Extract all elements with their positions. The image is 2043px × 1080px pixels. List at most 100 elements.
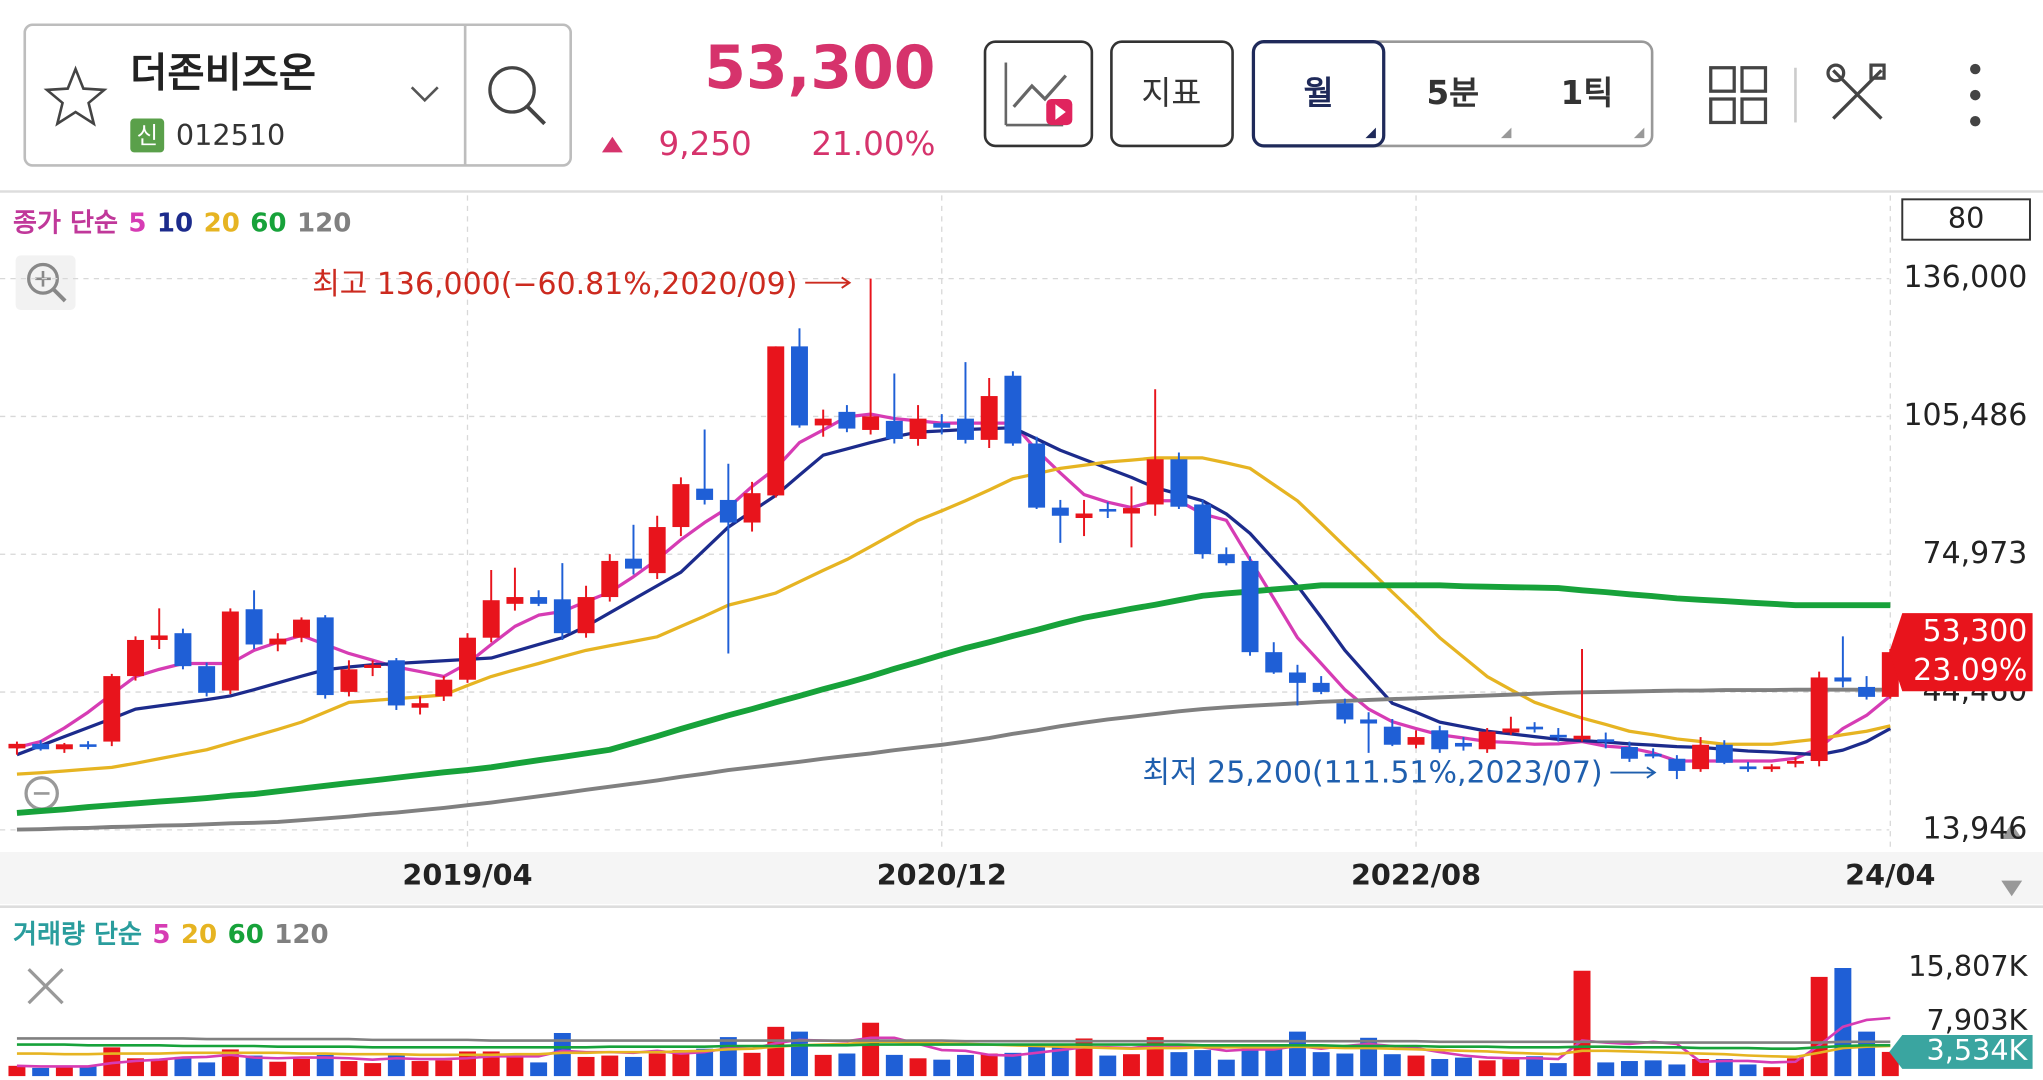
stock-selector[interactable]: 더존비즈온 신 012510 <box>23 23 572 167</box>
volume-bar <box>648 1053 666 1077</box>
legend-entry: 5 <box>152 920 170 950</box>
layout-cell <box>1709 66 1736 93</box>
volume-bar <box>127 1058 144 1077</box>
volume-bar <box>32 1067 50 1077</box>
volume-bar <box>1336 1053 1354 1077</box>
candle-body <box>1407 737 1425 745</box>
dropdown-chevron[interactable] <box>410 86 439 103</box>
candle-body <box>174 633 192 667</box>
candle-body <box>1668 758 1686 771</box>
y-tick-label: 13,946 <box>1923 811 2028 846</box>
volume-bar <box>530 1062 548 1077</box>
volume-bar <box>293 1058 310 1077</box>
period-5min[interactable]: 5분 <box>1426 74 1479 112</box>
volume-bar <box>672 1050 690 1077</box>
candle-body <box>79 744 97 747</box>
candle-body <box>1431 730 1449 750</box>
low-arrowhead <box>1646 766 1657 779</box>
candle-body <box>838 411 856 429</box>
volume-bar <box>1810 976 1828 1077</box>
legend-entry: 60 <box>228 920 264 950</box>
close-volume[interactable] <box>27 968 64 1005</box>
volume-ma-line <box>16 1016 1891 1068</box>
price-plot: 2019/042020/122022/0824/0413,94644,46074… <box>0 195 2033 1077</box>
scroll-down <box>2001 880 2023 897</box>
candle-body <box>909 418 927 439</box>
layout-icon[interactable] <box>1709 66 1768 125</box>
period-month-button[interactable] <box>1251 40 1386 148</box>
search-icon[interactable] <box>488 66 536 114</box>
candle-body <box>601 560 619 598</box>
volume-bar <box>1028 1043 1046 1077</box>
zoom-in[interactable] <box>15 255 76 311</box>
volume-bar <box>411 1061 429 1077</box>
tool-head <box>1869 63 1886 80</box>
volume-bar <box>174 1056 192 1077</box>
candle-body <box>1099 508 1117 512</box>
candle-body <box>1502 728 1520 733</box>
candle-body <box>8 743 26 749</box>
ma-line <box>16 687 1891 832</box>
candle-body <box>1336 703 1354 720</box>
volume-bar <box>1478 1060 1496 1077</box>
candle-body <box>1478 731 1496 750</box>
tools-icon[interactable] <box>1826 63 1886 120</box>
menu-dot[interactable] <box>1970 63 1981 75</box>
volume-tag <box>1889 1034 2033 1069</box>
badge: 신 <box>136 121 158 149</box>
search-handle <box>526 105 547 126</box>
volume-bar <box>1692 1058 1710 1077</box>
up-triangle <box>601 136 623 153</box>
candle-body <box>1858 686 1876 697</box>
layout-cell <box>1709 97 1736 125</box>
volume-bar <box>743 1052 761 1077</box>
zoom-out[interactable] <box>24 776 59 811</box>
favorite-star[interactable] <box>43 65 108 127</box>
volume-bar <box>340 1061 358 1077</box>
axis-scroll[interactable] <box>2001 823 2023 897</box>
price-tag-change: 23.09% <box>1913 653 2027 688</box>
volume-bar <box>1858 1031 1876 1077</box>
volume-bar <box>1241 1048 1259 1077</box>
candle-body <box>1763 766 1781 770</box>
menu-dot[interactable] <box>1970 115 1981 127</box>
price-tag <box>1889 613 2033 692</box>
x-tick-label: 2020/12 <box>877 858 1007 892</box>
scroll-up <box>2001 823 2023 839</box>
legend-entry: 5 <box>128 209 146 239</box>
candle-body <box>1217 554 1235 564</box>
y-tick-label: 105,486 <box>1903 398 2027 433</box>
candle-body <box>957 418 974 440</box>
chart-icon-line <box>1012 74 1068 108</box>
volume-bar <box>553 1032 571 1077</box>
ma-line <box>16 456 1891 776</box>
volume-bar <box>625 1056 642 1077</box>
legend-title: 종가 단순 <box>13 209 118 239</box>
candle-body <box>1810 677 1828 762</box>
legend-entry: 60 <box>250 209 286 239</box>
indicator-button[interactable] <box>1110 40 1234 148</box>
scale-box[interactable] <box>1901 198 2031 241</box>
candle-body <box>719 499 737 523</box>
candle-body <box>1692 744 1710 770</box>
candle-body <box>150 635 168 640</box>
candle-body <box>1526 726 1544 730</box>
candle-body <box>1360 719 1378 724</box>
layout-cell <box>1740 97 1768 125</box>
candle-body <box>1454 742 1472 747</box>
candle-body <box>862 416 880 430</box>
legend-entry: 20 <box>181 920 217 950</box>
volume-bar <box>269 1061 287 1077</box>
y-tick-label: 15,807K <box>1908 949 2028 983</box>
candle-body <box>672 484 690 528</box>
menu-dot[interactable] <box>1970 89 1981 101</box>
period-1tick[interactable]: 1틱 <box>1561 74 1614 112</box>
candle-body <box>340 669 358 692</box>
candle-body <box>767 346 785 496</box>
legend-title: 거래량 단순 <box>13 920 142 950</box>
volume-bar <box>1834 968 1852 1077</box>
volume-bar <box>980 1053 998 1077</box>
volume-bar <box>1454 1057 1472 1077</box>
volume-bar <box>1122 1054 1140 1077</box>
candle-body <box>221 611 239 691</box>
